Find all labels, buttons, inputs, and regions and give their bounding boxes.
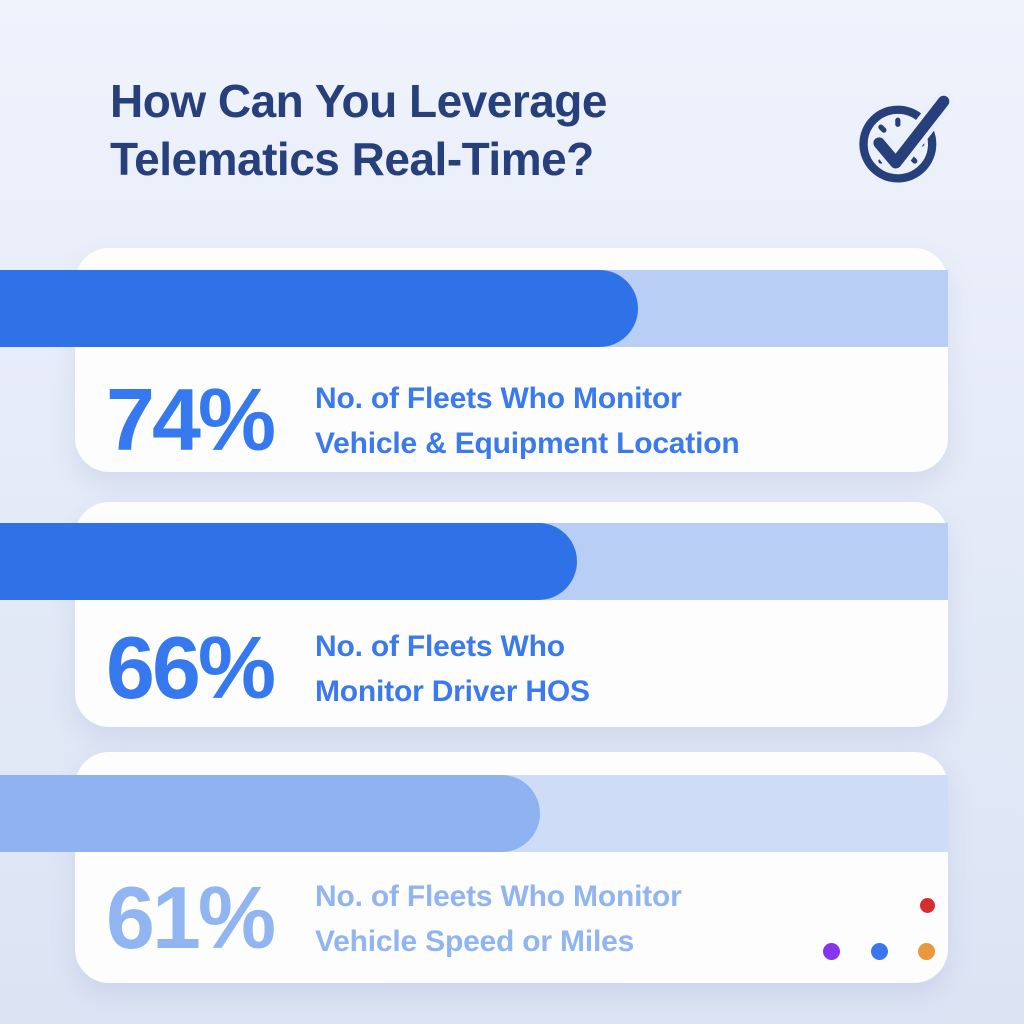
decor-dot-blue	[871, 943, 888, 960]
decor-dot-purple	[823, 943, 840, 960]
decor-dot-orange	[918, 943, 935, 960]
page-title: How Can You Leverage Telematics Real-Tim…	[110, 72, 608, 188]
stat-label-line-2: Vehicle Speed or Miles	[315, 925, 635, 958]
bar-fill-vehicle-speed	[0, 775, 540, 852]
bar-fill-vehicle-location	[0, 270, 638, 347]
stat-label-driver-hos: No. of Fleets Who Monitor Driver HOS	[315, 624, 875, 714]
stat-value-driver-hos: 66%	[106, 618, 276, 717]
stat-label-vehicle-location: No. of Fleets Who Monitor Vehicle & Equi…	[315, 376, 875, 466]
decor-dot-red	[920, 898, 935, 913]
bar-fill-driver-hos	[0, 523, 577, 600]
stat-label-line-1: No. of Fleets Who	[315, 630, 565, 663]
stat-value-vehicle-speed: 61%	[106, 868, 276, 967]
stat-label-vehicle-speed: No. of Fleets Who Monitor Vehicle Speed …	[315, 874, 875, 964]
stat-label-line-2: Vehicle & Equipment Location	[315, 427, 740, 460]
stat-value-vehicle-location: 74%	[106, 370, 276, 469]
stat-label-line-1: No. of Fleets Who Monitor	[315, 880, 682, 913]
stat-label-line-1: No. of Fleets Who Monitor	[315, 382, 682, 415]
stat-label-line-2: Monitor Driver HOS	[315, 675, 590, 708]
page-title-line-1: How Can You Leverage	[110, 75, 608, 127]
page-title-line-2: Telematics Real-Time?	[110, 133, 594, 185]
clock-checkmark-icon	[850, 90, 954, 194]
